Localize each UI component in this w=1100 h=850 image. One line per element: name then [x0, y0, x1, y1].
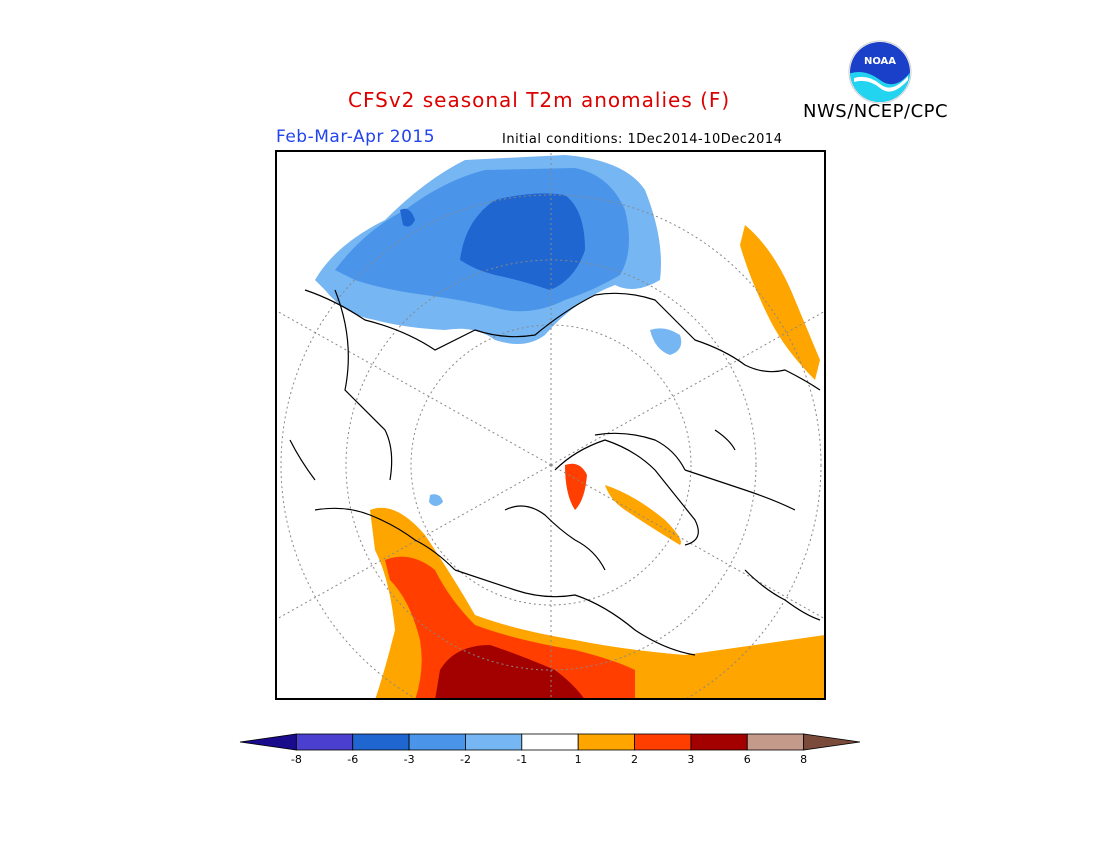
coastline-japan — [714, 429, 736, 451]
legend-tick-label: 1 — [575, 753, 582, 766]
coastline-europe — [684, 469, 796, 511]
legend-bin — [746, 733, 805, 751]
anomaly-region-warm-asia — [740, 225, 820, 380]
legend-tick-label: -8 — [291, 753, 302, 766]
latitude-circle-inner — [410, 324, 692, 606]
legend-bin — [577, 733, 635, 751]
coastline-alaska — [314, 507, 456, 571]
legend-tick-label: 8 — [800, 753, 807, 766]
anomaly-region-cold-dark — [460, 193, 585, 290]
legend-bin — [352, 733, 410, 751]
coastline-arctic-islands — [504, 505, 606, 571]
legend-tick-label: -1 — [516, 753, 527, 766]
legend-tick-label: 3 — [687, 753, 694, 766]
coastline-eurasia — [304, 289, 821, 391]
anomaly-region-cold-europe — [650, 328, 682, 355]
legend-tick-label: 6 — [744, 753, 751, 766]
plot-title: CFSv2 seasonal T2m anomalies (F) — [348, 88, 731, 112]
map-frame — [275, 150, 826, 700]
coastline-scandinavia — [594, 432, 686, 471]
legend-bin — [408, 733, 466, 751]
legend-bin — [634, 733, 692, 751]
polar-stereographic-map — [275, 150, 826, 700]
legend-bin — [239, 733, 297, 751]
meridian-line — [550, 464, 825, 620]
legend-bin — [521, 733, 579, 751]
legend-tick-label: -3 — [404, 753, 415, 766]
anomaly-region-warm-greenland — [565, 463, 587, 510]
legend-bin — [465, 733, 523, 751]
legend-bin — [803, 733, 861, 751]
legend-bin — [295, 733, 354, 751]
forecast-period: Feb-Mar-Apr 2015 — [276, 127, 436, 147]
coastline-canada — [454, 569, 696, 656]
anomaly-region-cold-dark-2 — [400, 208, 415, 227]
logo-text: NOAA — [864, 56, 896, 67]
anomaly-region-warm-europe — [605, 485, 681, 545]
legend-bin — [690, 733, 748, 751]
coastline-siberia — [334, 289, 393, 481]
legend-tick-label: -2 — [460, 753, 471, 766]
coastline-alaska-west — [289, 439, 316, 481]
initial-conditions: Initial conditions: 1Dec2014-10Dec2014 — [502, 132, 783, 147]
color-legend: -8 -6 -3 -2 -1 1 2 3 6 8 — [239, 733, 861, 766]
noaa-logo: NOAA — [848, 40, 912, 104]
coastline-greenland — [554, 439, 699, 546]
legend-tick-label: -6 — [347, 753, 358, 766]
coastline-north-africa — [744, 569, 821, 621]
agency-label: NWS/NCEP/CPC — [803, 101, 949, 122]
anomaly-region-warm-darkred — [435, 645, 585, 699]
anomaly-region-cold-small — [429, 494, 443, 506]
legend-tick-label: 2 — [631, 753, 638, 766]
